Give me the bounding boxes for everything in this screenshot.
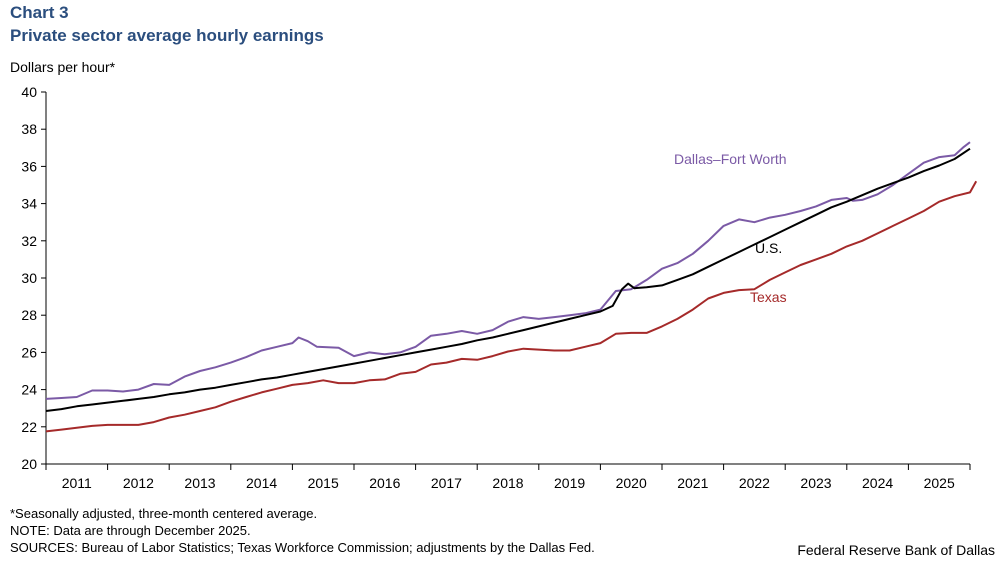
series-line-us	[45, 147, 971, 412]
y-tick-label: 40	[21, 84, 37, 100]
label-dallas-fort-worth: Dallas–Fort Worth	[674, 151, 787, 167]
footnote-data-note: NOTE: Data are through December 2025.	[10, 523, 251, 538]
chart-number: Chart 3	[10, 3, 69, 22]
footnote-sources: SOURCES: Bureau of Labor Statistics; Tex…	[10, 540, 595, 555]
x-tick-label: 2021	[677, 475, 708, 491]
y-tick-label: 28	[21, 307, 37, 323]
x-tick-label: 2014	[246, 475, 277, 491]
x-tick-label: 2011	[62, 475, 92, 491]
y-tick-label: 30	[21, 270, 37, 286]
x-tick-label: 2013	[184, 475, 215, 491]
x-tick-label: 2019	[554, 475, 585, 491]
series-lines	[45, 141, 978, 433]
x-tick-label: 2022	[739, 475, 770, 491]
series-line-dallas-fort-worth	[45, 141, 971, 400]
series-labels: Dallas–Fort Worth U.S. Texas	[674, 151, 787, 305]
x-tick-label: 2024	[862, 475, 893, 491]
credit-line: Federal Reserve Bank of Dallas	[797, 542, 995, 558]
y-tick-label: 32	[21, 233, 37, 249]
x-tick-label: 2020	[616, 475, 647, 491]
x-tick-label: 2016	[369, 475, 400, 491]
label-us: U.S.	[755, 240, 782, 256]
y-axis-label: Dollars per hour*	[10, 59, 116, 75]
y-tick-label: 34	[21, 196, 37, 212]
label-texas: Texas	[750, 289, 787, 305]
x-tick-label: 2023	[800, 475, 831, 491]
x-tick-label: 2015	[308, 475, 339, 491]
y-tick-label: 38	[21, 121, 37, 137]
x-tick-label: 2018	[492, 475, 523, 491]
y-tick-label: 22	[21, 419, 37, 435]
footnote-seasonal: *Seasonally adjusted, three-month center…	[10, 506, 318, 521]
x-tick-label: 2012	[123, 475, 154, 491]
y-tick-label: 20	[21, 456, 37, 472]
y-tick-label: 36	[21, 158, 37, 174]
x-tick-label: 2017	[431, 475, 462, 491]
y-tick-label: 26	[21, 344, 37, 360]
y-tick-label: 24	[21, 382, 37, 398]
x-tick-label: 2025	[924, 475, 955, 491]
chart-title: Private sector average hourly earnings	[10, 26, 324, 45]
series-line-texas	[45, 180, 978, 433]
